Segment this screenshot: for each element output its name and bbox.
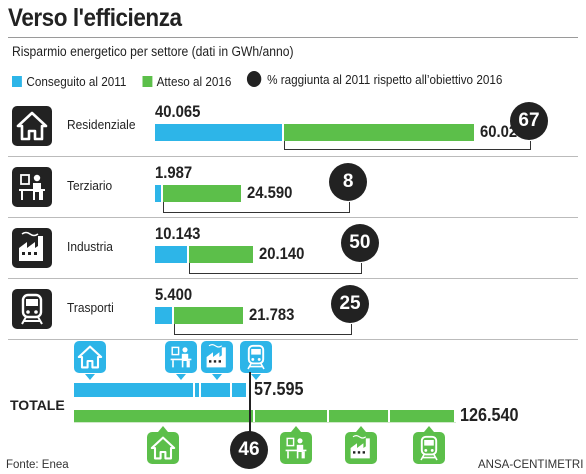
legend-expected: Atteso al 2016 — [142, 74, 231, 89]
total-achieved-office-worker-icon — [165, 341, 197, 373]
sector-label-trasporti: Trasporti — [67, 300, 114, 315]
total-achieved-segment-residenziale — [74, 383, 193, 397]
value-achieved-terziario: 1.987 — [155, 164, 193, 182]
legend-expected-swatch — [142, 76, 153, 87]
total-expected-factory-icon — [345, 432, 377, 464]
pointer-triangle — [85, 374, 95, 380]
total-achieved-segment-trasporti — [231, 383, 246, 397]
source-note: Fonte: Enea — [6, 459, 69, 471]
bar-expected-residenziale — [283, 124, 474, 141]
total-achieved-value: 57.595 — [253, 379, 304, 399]
pointer-triangle — [291, 426, 301, 432]
pointer-triangle — [212, 374, 222, 380]
bar-expected-industria — [189, 246, 253, 263]
value-achieved-residenziale: 40.065 — [155, 103, 201, 121]
row-separator — [8, 339, 578, 340]
percent-circle-terziario: 8 — [329, 163, 368, 201]
value-expected-trasporti: 21.783 — [249, 306, 295, 324]
total-label: TOTALE — [10, 397, 65, 413]
percent-circle-industria: 50 — [340, 224, 379, 262]
sector-label-terziario: Terziario — [67, 178, 113, 193]
title-rule — [8, 37, 578, 38]
legend-percent-dot — [247, 71, 262, 87]
total-expected-house-icon — [147, 432, 179, 464]
total-expected-train-icon — [413, 432, 445, 464]
total-achieved-segment-terziario — [194, 383, 199, 397]
legend-percent: % raggiunta al 2011 rispetto all’obietti… — [247, 71, 502, 87]
total-expected-segment-terziario — [255, 410, 328, 422]
train-icon — [12, 289, 52, 329]
pointer-triangle — [251, 374, 261, 380]
value-expected-industria: 20.140 — [258, 245, 305, 263]
value-achieved-trasporti: 5.400 — [155, 286, 193, 304]
pointer-triangle — [356, 426, 366, 432]
percent-circle-residenziale: 67 — [510, 102, 548, 140]
total-expected-segment-residenziale — [74, 410, 254, 422]
legend-percent-label: % raggiunta al 2011 rispetto all’obietti… — [267, 71, 503, 87]
row-separator — [8, 278, 578, 279]
total-achieved-segment-industria — [200, 383, 230, 397]
house-icon — [12, 106, 52, 146]
value-expected-terziario: 24.590 — [247, 184, 293, 202]
bar-expected-terziario — [163, 185, 242, 202]
chart-subtitle: Risparmio energetico per settore (dati i… — [12, 44, 294, 59]
total-percent-line — [249, 372, 251, 434]
row-separator — [8, 156, 578, 157]
total-achieved-factory-icon — [201, 341, 233, 373]
pointer-triangle — [158, 426, 168, 432]
bar-achieved-terziario — [155, 185, 162, 202]
legend-achieved-label: Conseguito al 2011 — [26, 74, 127, 89]
credit-note: ANSA-CENTIMETRI — [478, 459, 584, 471]
sector-label-residenziale: Residenziale — [67, 117, 136, 132]
legend: Conseguito al 2011 Atteso al 2016 % ragg… — [12, 71, 515, 90]
row-separator — [8, 217, 578, 218]
bar-achieved-industria — [155, 246, 188, 263]
guide-line — [74, 422, 456, 423]
bar-achieved-trasporti — [155, 307, 173, 324]
total-percent-circle: 46 — [230, 431, 268, 469]
pointer-triangle — [424, 426, 434, 432]
total-expected-office-worker-icon — [280, 432, 312, 464]
total-achieved-house-icon — [74, 341, 106, 373]
office-worker-icon — [12, 167, 52, 207]
bar-expected-trasporti — [174, 307, 244, 324]
factory-icon — [12, 228, 52, 268]
connector-industria — [189, 263, 362, 274]
total-expected-value: 126.540 — [460, 405, 519, 425]
total-achieved-train-icon — [240, 341, 272, 373]
pointer-triangle — [176, 374, 186, 380]
percent-circle-trasporti: 25 — [331, 285, 370, 323]
connector-trasporti — [174, 324, 353, 335]
connector-residenziale — [283, 141, 531, 150]
sector-label-industria: Industria — [67, 239, 113, 254]
connector-terziario — [163, 202, 351, 213]
value-achieved-industria: 10.143 — [155, 225, 201, 243]
chart-title: Verso l'efficienza — [8, 4, 182, 32]
total-expected-segment-industria — [329, 410, 389, 422]
legend-achieved-swatch — [12, 76, 22, 87]
legend-achieved: Conseguito al 2011 — [12, 74, 126, 89]
bar-achieved-residenziale — [155, 124, 282, 141]
total-expected-segment-trasporti — [390, 410, 454, 422]
legend-expected-label: Atteso al 2016 — [156, 74, 232, 89]
